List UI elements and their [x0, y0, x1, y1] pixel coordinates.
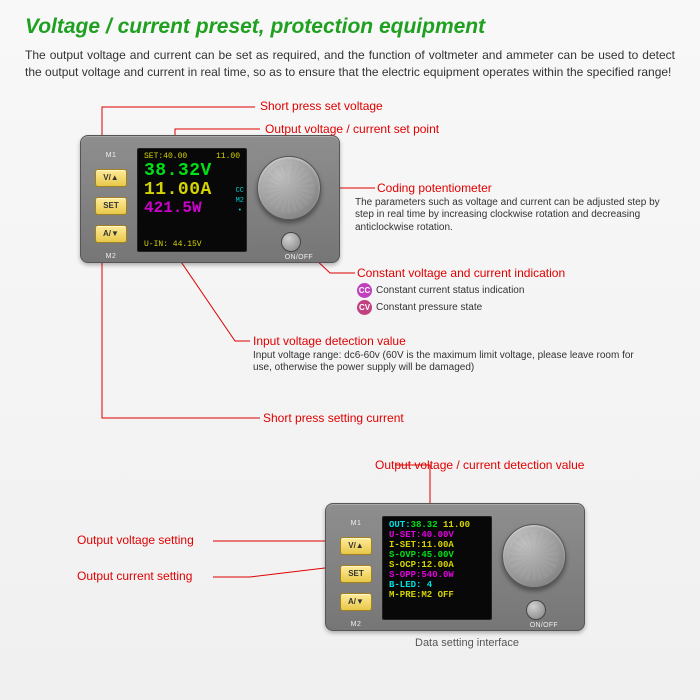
sb-sopp: S-OPP:540.0W: [389, 571, 485, 580]
callout-set-voltage: Short press set voltage: [260, 99, 383, 113]
callout-set-point: Output voltage / current set point: [265, 122, 439, 136]
intro-text: The output voltage and current can be se…: [25, 47, 675, 81]
legend-cc-cv: CC Constant current status indication CV C…: [357, 283, 524, 315]
badge-cv-icon: CV: [357, 300, 372, 315]
scr-uin: U-IN: 44.15V: [144, 240, 202, 249]
legend-cc: Constant current status indication: [376, 285, 524, 296]
scr-set: SET:40.00: [144, 153, 187, 161]
sb-out: OUT:: [389, 520, 411, 530]
sb-bled: B-LED: 4: [389, 581, 485, 590]
scr-set-a: 11.00: [216, 153, 240, 161]
sb-uset: U-SET:40.00V: [389, 531, 485, 540]
button-a-down-b[interactable]: A/▼: [340, 593, 372, 611]
sb-out-a: 11.00: [443, 520, 470, 530]
label-m2-b: M2: [340, 621, 372, 628]
callout-input-v-sub: Input voltage range: dc6-60v (60V is the…: [253, 350, 653, 375]
callout-knob-sub: The parameters such as voltage and curre…: [355, 197, 675, 235]
button-a-down[interactable]: A/▼: [95, 225, 127, 243]
callout-input-v: Input voltage detection value: [253, 334, 406, 348]
coding-potentiometer[interactable]: [257, 156, 321, 220]
legend-cv: Constant pressure state: [376, 302, 482, 313]
bottom-caption: Data setting interface: [415, 637, 519, 649]
sb-socp: S-OCP:12.00A: [389, 561, 485, 570]
callout-set-current: Short press setting current: [263, 411, 404, 425]
sb-sovp: S-OVP:45.00V: [389, 551, 485, 560]
power-label: ON/OFF: [285, 254, 313, 261]
sb-iset: I-SET:11.00A: [389, 541, 485, 550]
scr-watts: 421.5W: [144, 200, 240, 216]
scr-m2: M2: [236, 197, 244, 205]
callout-knob: Coding potentiometer: [377, 181, 492, 195]
diagram-area: M1 V/▲ SET A/▼ M2 SET:40.00 11.00 38.32V…: [25, 93, 675, 673]
lcd-top: SET:40.00 11.00 38.32V 11.00A 421.5W CC …: [137, 148, 247, 252]
label-m1: M1: [95, 152, 127, 159]
callout-out-v-set: Output voltage setting: [77, 533, 194, 547]
scr-amps: 11.00A: [144, 181, 240, 199]
label-m2: M2: [95, 253, 127, 260]
callout-cc-cv: Constant voltage and current indication: [357, 266, 565, 280]
label-m1-b: M1: [340, 520, 372, 527]
button-set[interactable]: SET: [95, 197, 127, 215]
sb-out-v: 38.32: [411, 520, 438, 530]
scr-dot: •: [238, 207, 242, 215]
lcd-bottom: OUT:38.32 11.00 U-SET:40.00V I-SET:11.00…: [382, 516, 492, 620]
device-top: M1 V/▲ SET A/▼ M2 SET:40.00 11.00 38.32V…: [80, 135, 340, 263]
power-label-b: ON/OFF: [530, 622, 558, 629]
callout-out-detect: Output voltage / current detection value: [375, 458, 584, 472]
sb-mpre: M-PRE:M2 OFF: [389, 591, 485, 600]
button-v-up-b[interactable]: V/▲: [340, 537, 372, 555]
scr-volts: 38.32V: [144, 162, 240, 180]
coding-potentiometer-b[interactable]: [502, 524, 566, 588]
scr-cc: CC: [236, 187, 244, 195]
button-set-b[interactable]: SET: [340, 565, 372, 583]
device-bottom: M1 V/▲ SET A/▼ M2 OUT:38.32 11.00 U-SET:…: [325, 503, 585, 631]
badge-cc-icon: CC: [357, 283, 372, 298]
power-button-b[interactable]: [526, 600, 546, 620]
power-button[interactable]: [281, 232, 301, 252]
page-title: Voltage / current preset, protection equ…: [25, 15, 675, 39]
callout-out-c-set: Output current setting: [77, 569, 192, 583]
button-v-up[interactable]: V/▲: [95, 169, 127, 187]
